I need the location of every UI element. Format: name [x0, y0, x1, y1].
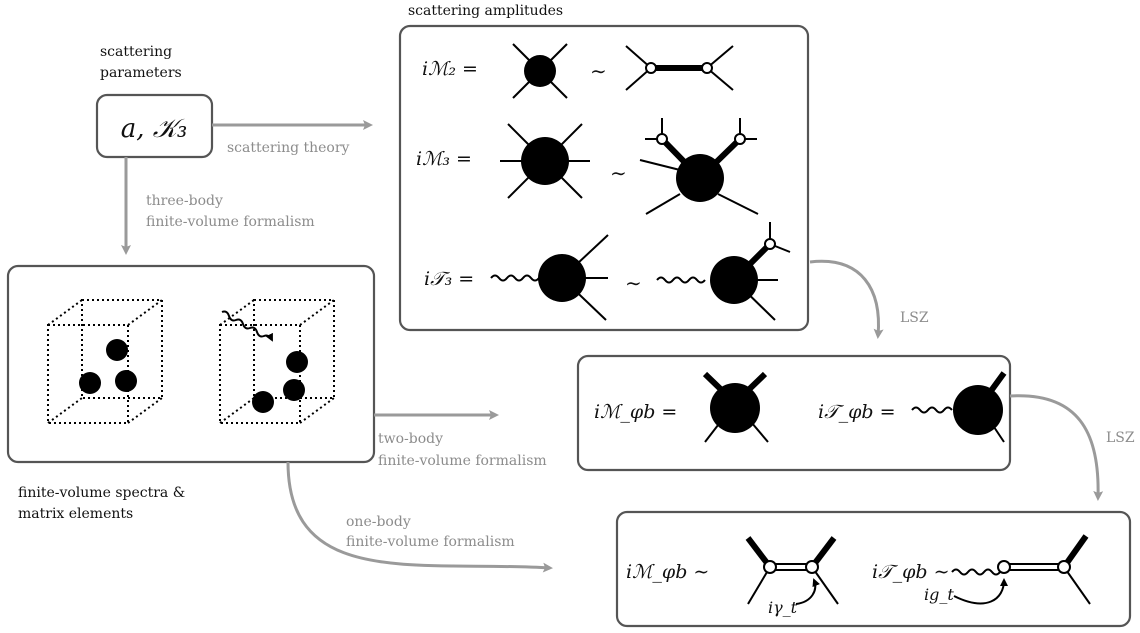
lsz-label-2: LSZ [1106, 430, 1135, 446]
finite-volume-box [6, 264, 376, 464]
arrow-one-body: one-body finite-volume formalism [286, 461, 553, 573]
eq-t-phib: i𝒯_φb = [818, 401, 896, 423]
eq-m3: iℳ₃ = [416, 148, 472, 170]
label-g-t: ig_t [924, 585, 954, 604]
one-body-line2: finite-volume formalism [346, 534, 515, 550]
diagram-m-phib-pole [745, 536, 839, 605]
eq-m2: iℳ₂ = [422, 58, 478, 80]
diagram-t3-pole [656, 222, 791, 321]
particle [115, 370, 137, 392]
pole-box [615, 510, 1132, 628]
arrow-two-body: two-body finite-volume formalism [374, 410, 547, 469]
cube-left [47, 299, 163, 424]
arrow-three-body: three-body finite-volume formalism [121, 157, 315, 255]
params-label-line2: parameters [100, 65, 182, 81]
cube-right [219, 299, 335, 424]
one-body-line1: one-body [346, 514, 411, 530]
eq-m-phib-pole: iℳ_φb ∼ [626, 561, 709, 583]
particle [252, 391, 274, 413]
sim: ∼ [610, 161, 627, 185]
eq-m-phib: iℳ_φb = [594, 401, 677, 423]
diagram-m3-blob [500, 123, 590, 199]
fv-label-line2: matrix elements [18, 506, 133, 522]
amplitudes-box [398, 24, 810, 332]
diagram-m2-blob [512, 43, 568, 99]
arrow-lsz-1: LSZ [809, 259, 929, 339]
three-body-line2: finite-volume formalism [146, 214, 315, 230]
amplitudes-label: scattering amplitudes [408, 3, 563, 19]
diagram-m3-pole [639, 118, 759, 215]
params-label-line1: scattering [100, 44, 172, 60]
two-body-line2: finite-volume formalism [378, 453, 547, 469]
particle [106, 339, 128, 361]
arrow-scattering-theory: scattering theory [212, 120, 373, 156]
lsz-label-1: LSZ [900, 310, 929, 326]
label-gamma-t: iγ_t [768, 598, 798, 617]
fv-label-line1: finite-volume spectra & [18, 485, 185, 501]
particle [286, 351, 308, 373]
params-text: a, 𝒦₃ [121, 114, 188, 144]
particle [79, 372, 101, 394]
arrow-lsz-2: LSZ [1009, 394, 1135, 501]
particle [283, 379, 305, 401]
diagram-m2-pole [625, 45, 734, 91]
diagram-m-phib [702, 371, 769, 443]
three-body-line1: three-body [146, 193, 223, 209]
two-body-line1: two-body [378, 431, 443, 447]
diagram-t-phib [911, 371, 1007, 443]
diagram-t-phib-pole [951, 534, 1091, 605]
phib-box [576, 354, 1012, 472]
sim: ∼ [590, 59, 607, 83]
arrow-label-scattering-theory: scattering theory [227, 140, 350, 156]
eq-t3: i𝒯₃ = [424, 268, 474, 290]
eq-t-phib-pole: i𝒯_φb ∼ [872, 561, 950, 583]
photon-line [221, 310, 273, 342]
diagram-t3-blob [490, 234, 609, 321]
sim: ∼ [625, 271, 642, 295]
